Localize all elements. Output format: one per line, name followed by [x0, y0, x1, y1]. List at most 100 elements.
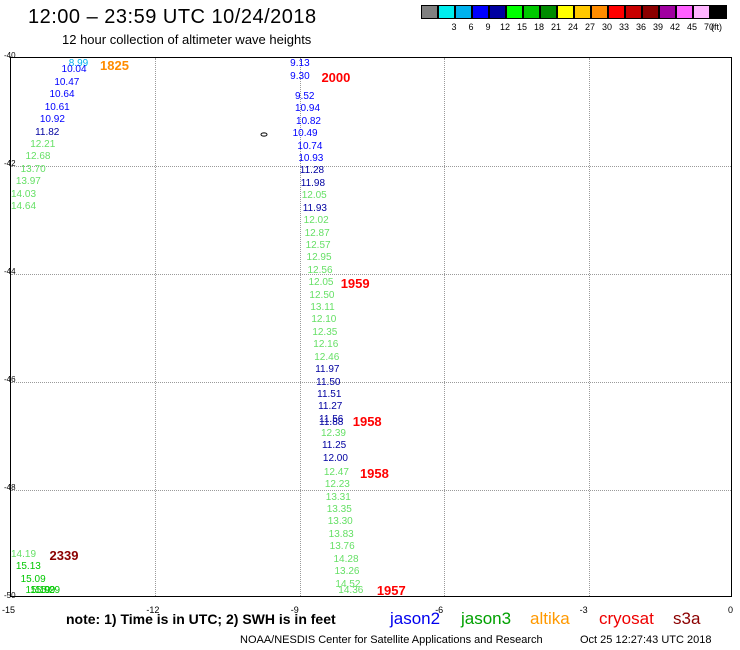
- scale-swatch: [574, 5, 591, 19]
- map-title: 12:00 – 23:59 UTC 10/24/2018: [28, 6, 317, 28]
- wave-height-label: 15.99: [30, 585, 56, 596]
- pass-time-label: 1958: [359, 465, 389, 481]
- scale-swatch: [693, 5, 710, 19]
- scale-swatch: [625, 5, 642, 19]
- longitude-tick-label: -15: [2, 605, 16, 615]
- scale-swatch: [421, 5, 438, 19]
- wave-height-label: 12.00: [322, 452, 348, 464]
- wave-height-label: 12.46: [314, 351, 340, 363]
- scale-label: 15: [516, 22, 527, 32]
- wave-height-label: 14.52: [335, 578, 361, 590]
- latitude-tick-label: -48: [4, 483, 16, 492]
- scale-swatch: [608, 5, 625, 19]
- scale-swatch: [455, 5, 472, 19]
- pass-time-label: 1957: [376, 583, 406, 598]
- legend-jason2: jason2: [390, 609, 441, 628]
- wave-height-label: 11.28: [299, 165, 325, 177]
- wave-height-label: 10.94: [294, 103, 321, 115]
- wave-height-label: 12.21: [30, 138, 56, 150]
- scale-swatch: [489, 5, 506, 19]
- wave-height-label: 10.61: [44, 101, 70, 113]
- grid-line: [11, 274, 731, 275]
- wave-height-label: 11.25: [321, 440, 347, 452]
- wave-height-label: 11.51: [317, 388, 342, 400]
- wave-height-label: 12.68: [25, 151, 51, 163]
- scale-label: 45: [686, 22, 697, 32]
- scale-label: 27: [584, 22, 595, 32]
- wave-height-label: 11.88: [319, 416, 344, 428]
- footer-credit: NOAA/NESDIS Center for Satellite Applica…: [240, 634, 543, 646]
- wave-height-label: 12.05: [301, 190, 327, 202]
- wave-height-label: 12.95: [306, 252, 332, 264]
- longitude-tick-label: -12: [146, 605, 160, 615]
- legend-s3a: s3a: [673, 609, 701, 628]
- wave-height-label: 14.19: [11, 548, 37, 560]
- grid-line: [588, 58, 590, 596]
- grid-line: [299, 58, 301, 596]
- scale-label: 12: [499, 22, 510, 32]
- scale-swatch: [591, 5, 608, 19]
- wave-height-label: 13.70: [20, 163, 46, 175]
- legend-jason3: jason3: [461, 609, 512, 628]
- scale-label: 70: [703, 22, 714, 32]
- wave-height-label: 10.82: [295, 115, 321, 127]
- wave-height-label: 9.52: [294, 90, 315, 102]
- wave-height-label: 11.82: [35, 126, 60, 138]
- longitude-tick-label: -9: [290, 605, 299, 615]
- scale-swatch: [438, 5, 455, 19]
- wave-height-label: 14.03: [11, 188, 37, 200]
- wave-height-label: 12.50: [309, 289, 335, 301]
- map-subtitle: 12 hour collection of altimeter wave hei…: [62, 32, 312, 47]
- pass-time-label: 1958: [352, 413, 382, 429]
- scale-swatch: [506, 5, 523, 19]
- scale-unit: (ft): [711, 22, 722, 32]
- legend-cryosat: cryosat: [599, 609, 654, 628]
- wave-height-label: 12.47: [323, 466, 349, 478]
- wave-height-label: 10.47: [54, 76, 80, 88]
- wave-height-label: 14.36: [338, 585, 364, 596]
- wave-height-label: 11.50: [316, 376, 341, 388]
- grid-line: [11, 166, 731, 167]
- wave-height-label: 10.74: [297, 140, 323, 152]
- wave-height-label: 9.30: [290, 70, 310, 82]
- pass-time-label: 1825: [100, 58, 129, 73]
- wave-height-label: 10.93: [298, 152, 324, 164]
- scale-swatch: [642, 5, 659, 19]
- wave-height-label: 13.35: [326, 503, 352, 515]
- wave-height-label: 12.10: [311, 314, 337, 326]
- scale-label: 39: [652, 22, 663, 32]
- grid-line: [11, 490, 731, 491]
- scale-label: 21: [550, 22, 561, 32]
- scale-swatch: [472, 5, 489, 19]
- scale-label: 36: [635, 22, 646, 32]
- wave-height-label: 13.11: [310, 302, 335, 314]
- wave-height-label: 15.09: [20, 573, 46, 585]
- wave-height-label: 11.98: [300, 177, 326, 189]
- pass-time-label: 2000: [321, 69, 351, 85]
- wave-height-label: 12.87: [304, 227, 330, 239]
- wave-height-label: 10.92: [39, 114, 65, 126]
- wave-height-label: 10.49: [292, 128, 318, 140]
- wave-height-label: 15.29: [35, 585, 61, 596]
- map-plot-area: 8.99 10.04 10.47 10.64 10.61 10.92 11.82 12.21 1…: [10, 57, 732, 598]
- latitude-tick-label: -50: [4, 591, 16, 600]
- longitude-tick-label: 0: [728, 605, 734, 615]
- wave-height-label: 13.83: [328, 528, 354, 540]
- scale-label: 9: [485, 22, 491, 32]
- wave-height-label: 12.39: [320, 427, 346, 439]
- wave-height-label: 11.27: [318, 401, 343, 413]
- grid-line: [155, 58, 157, 596]
- wave-height-label: 13.76: [329, 541, 355, 553]
- latitude-tick-label: -42: [4, 159, 16, 168]
- wave-height-label: 15.13: [15, 561, 41, 573]
- scale-label: 33: [618, 22, 629, 32]
- wave-height-label: 14.64: [11, 201, 37, 213]
- scale-swatch: [710, 5, 727, 19]
- wave-height-label: 12.56: [307, 264, 333, 276]
- wave-height-label: 11.97: [315, 364, 340, 376]
- footnote: note: 1) Time is in UTC; 2) SWH is in fe…: [66, 611, 336, 627]
- marker-icon: [260, 132, 268, 137]
- scale-label: 18: [533, 22, 544, 32]
- wave-height-label: 14.28: [333, 553, 359, 565]
- scale-swatch: [557, 5, 574, 19]
